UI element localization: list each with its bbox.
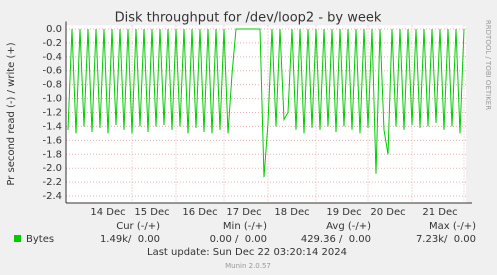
legend-label: Bytes	[26, 234, 54, 245]
legend-header: Max (-/+)	[429, 221, 476, 232]
legend-header: Avg (-/+)	[326, 221, 371, 232]
legend-header: Min (-/+)	[223, 221, 267, 232]
y-tick-label: -1.6	[42, 135, 62, 146]
x-tick-label: 17 Dec	[226, 207, 261, 218]
x-tick-label: 15 Dec	[134, 207, 169, 218]
last-update: Last update: Sun Dec 22 03:20:14 2024	[147, 247, 347, 258]
y-tick-label: -0.8	[42, 80, 62, 91]
legend-cell: 1.49k/ 0.00	[100, 234, 160, 245]
side-label: RRDTOOL / TOBI OETIKER	[484, 20, 492, 110]
y-axis-label: Pr second read (-) / write (+)	[6, 42, 17, 185]
legend-swatch	[14, 235, 21, 242]
legend-cell: 7.23k/ 0.00	[416, 234, 476, 245]
data-line	[67, 28, 465, 178]
x-tick-label: 21 Dec	[422, 207, 457, 218]
x-tick-label: 18 Dec	[274, 207, 309, 218]
x-tick-label: 14 Dec	[90, 207, 125, 218]
y-tick-label: -0.4	[42, 52, 62, 63]
y-tick-label: -2.4	[42, 191, 62, 202]
legend-cell: 429.36 / 0.00	[301, 234, 371, 245]
chart-title: Disk throughput for /dev/loop2 - by week	[115, 11, 382, 26]
y-tick-label: -1.4	[42, 121, 62, 132]
x-tick-label: 19 Dec	[326, 207, 361, 218]
y-tick-label: -0.6	[42, 66, 62, 77]
y-tick-label: -1.8	[42, 149, 62, 160]
plot-area	[66, 25, 466, 203]
y-tick-label: -2.0	[42, 163, 62, 174]
legend-cell: 0.00 / 0.00	[210, 234, 267, 245]
x-tick-label: 16 Dec	[182, 207, 217, 218]
legend-header: Cur (-/+)	[116, 221, 160, 232]
y-tick-label: -1.0	[42, 94, 62, 105]
x-tick-label: 20 Dec	[370, 207, 405, 218]
footer: Munin 2.0.57	[225, 262, 271, 270]
y-tick-label: -1.2	[42, 108, 62, 119]
y-tick-label: -0.2	[42, 38, 62, 49]
y-tick-label: -2.2	[42, 177, 62, 188]
y-tick-label: 0.0	[46, 24, 62, 35]
